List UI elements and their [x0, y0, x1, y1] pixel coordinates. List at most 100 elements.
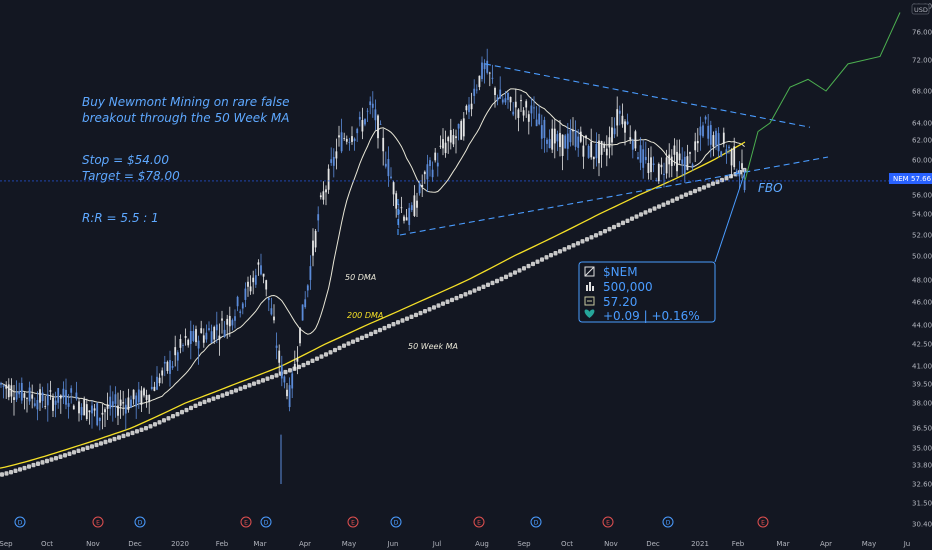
candle-body [236, 296, 239, 307]
candle-body [369, 101, 372, 106]
ma-50week-step [162, 418, 166, 423]
y-tick-label: 35.00 [912, 445, 932, 453]
candle-body [410, 205, 413, 211]
dividend-marker[interactable] [134, 516, 146, 528]
candle-body [442, 139, 444, 149]
ma-50week-step [652, 206, 657, 211]
candle-body [504, 98, 507, 103]
ma-50week-step [238, 386, 243, 391]
ma-50week-step [670, 198, 675, 203]
x-tick-label: Ju [903, 540, 911, 548]
note-stop: Stop = $54.00 [82, 153, 169, 167]
ma-50week-step [472, 288, 477, 293]
candle-body [374, 109, 377, 121]
candle-body [689, 152, 691, 154]
candle-body [496, 97, 499, 101]
earnings-marker[interactable] [92, 516, 104, 528]
dividend-marker[interactable] [662, 516, 674, 528]
candle-body [699, 126, 702, 136]
candle-body [244, 288, 247, 300]
ma-50week-step [4, 471, 9, 476]
earnings-marker[interactable] [240, 516, 252, 528]
projection-path[interactable] [744, 12, 901, 181]
ma-50week-step [337, 345, 342, 351]
candle-body [278, 350, 281, 363]
candle-body [356, 128, 359, 134]
ma-50week-step [625, 218, 630, 223]
ma-50week-step [234, 388, 238, 393]
candle-body [293, 363, 296, 370]
ma-50week-step [436, 303, 441, 308]
candle-body [200, 328, 203, 334]
x-axis[interactable]: Sep Oct Nov Dec 2020 Feb Mar Apr May Jun Jul Aug Sep… [0, 540, 910, 548]
candle-body [494, 87, 496, 95]
ma-50week-step [585, 237, 589, 242]
candle-body [408, 207, 411, 225]
y-tick-label: 76.00 [912, 29, 932, 37]
ma-50week-step [490, 280, 495, 286]
candle-body [291, 373, 294, 389]
dividend-marker[interactable] [14, 516, 26, 528]
earnings-marker[interactable] [602, 516, 614, 528]
candle-body [738, 174, 741, 177]
ma-50week-step [522, 266, 526, 271]
candle-body [530, 105, 533, 114]
candle-body [221, 318, 223, 321]
candle-body [273, 316, 275, 321]
candle-body [210, 331, 213, 344]
ma-50week-step [175, 411, 180, 417]
candle-body [712, 135, 715, 147]
ma-50week-step [400, 318, 405, 323]
candle-body [707, 125, 710, 139]
candle-body [270, 308, 273, 315]
ma-50week-step [139, 427, 144, 432]
projection-line[interactable] [744, 12, 901, 181]
ma-50week-step [445, 299, 450, 304]
candle-body [481, 62, 483, 80]
candle-body [429, 160, 431, 167]
ma-50week-step [504, 274, 508, 280]
y-axis[interactable]: 30.40 31.50 32.60 33.80 35.00 36.50 38.00 39.50… [912, 3, 932, 529]
ma-50week-step [508, 272, 513, 277]
candle-body [598, 140, 600, 164]
earnings-marker[interactable] [757, 516, 769, 528]
earnings-marker[interactable] [347, 516, 359, 528]
ma-50week-step [54, 455, 58, 461]
event-marker-label: E [477, 520, 481, 527]
candle-body [197, 340, 200, 349]
upper-trendline[interactable] [484, 63, 811, 128]
candle-body [728, 146, 730, 149]
ma-50week-step [594, 233, 598, 238]
candle-body [546, 139, 548, 144]
candle-body [600, 141, 603, 155]
candle-body [299, 327, 301, 344]
ma-50week-step [40, 460, 45, 465]
ma-50week-step [720, 177, 724, 183]
candle-body [195, 329, 197, 343]
dividend-marker[interactable] [530, 516, 542, 528]
ma-50week-step [378, 327, 382, 333]
dividend-marker[interactable] [390, 516, 402, 528]
ma-50week-step [9, 469, 13, 475]
candle-body [465, 105, 468, 111]
event-marker-label: E [761, 520, 765, 527]
lower-trendline[interactable] [399, 156, 829, 236]
ma-50week-step [621, 220, 625, 226]
ma-50week-step [103, 439, 108, 445]
candle-body [486, 60, 489, 73]
candle-body [670, 156, 673, 167]
candle-body [449, 130, 452, 143]
candle-body [166, 361, 169, 372]
dividend-marker[interactable] [260, 516, 272, 528]
trendlines[interactable] [0, 63, 889, 236]
event-marker-label: D [138, 520, 143, 527]
earnings-marker[interactable] [473, 516, 485, 528]
candle-body [234, 316, 236, 321]
tooltip-callout[interactable]: $NEM 500,000 57.20 +0.09 | +0.16% [578, 171, 746, 323]
tooltip-volume-icon [586, 282, 594, 291]
ma-50week-step [310, 358, 315, 364]
ma-50week-step [558, 249, 562, 254]
ma-50week-step [391, 321, 396, 327]
